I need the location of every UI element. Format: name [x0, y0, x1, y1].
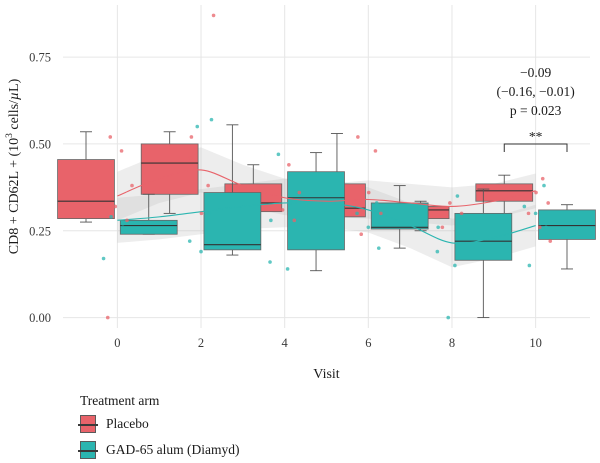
legend-title: Treatment arm	[80, 393, 160, 408]
significance-bracket	[503, 143, 568, 152]
point-placebo	[459, 211, 464, 216]
point-diamyd	[199, 249, 203, 254]
annotation-line: (−0.16, −0.01)	[497, 84, 575, 99]
point-diamyd	[446, 315, 451, 320]
trend-line-placebo	[117, 169, 536, 207]
legend: Treatment arm Placebo GAD-65 alum (Diamy…	[78, 393, 340, 461]
point-placebo	[297, 190, 302, 195]
y-tick-label: 0.50	[29, 137, 51, 151]
point-placebo	[356, 135, 360, 139]
point-placebo	[108, 135, 113, 139]
point-diamyd	[453, 263, 457, 268]
legend-item-diamyd: GAD-65 alum (Diamyd)	[78, 441, 340, 461]
point-diamyd	[436, 225, 440, 230]
box-series	[57, 124, 596, 319]
legend-label-placebo: Placebo	[106, 416, 149, 431]
point-diamyd	[374, 201, 379, 205]
point-diamyd	[195, 124, 200, 129]
point-placebo	[211, 13, 216, 18]
box-diamyd	[538, 209, 596, 240]
point-placebo	[373, 149, 378, 153]
point-placebo	[359, 232, 364, 237]
x-tick-label: 0	[114, 336, 120, 350]
point-diamyd	[435, 249, 440, 254]
point-diamyd	[207, 211, 212, 216]
point-diamyd	[121, 222, 125, 226]
point-diamyd	[209, 117, 214, 122]
point-placebo	[280, 208, 285, 212]
x-tick-label: 2	[198, 336, 204, 350]
box-diamyd	[287, 171, 345, 251]
x-axis-title: Visit	[313, 367, 339, 382]
legend-label-diamyd: GAD-65 alum (Diamyd)	[106, 442, 240, 457]
y-tick-label: 0.00	[29, 311, 51, 325]
point-diamyd	[276, 152, 281, 157]
trend-line-diamyd	[117, 201, 536, 244]
point-placebo	[292, 218, 297, 223]
point-placebo	[366, 190, 371, 195]
point-placebo	[188, 156, 193, 160]
legend-key-diamyd	[78, 441, 98, 459]
axes: 0.00 0.25 0.50 0.75 0 2 4 6 8 10	[29, 51, 542, 350]
point-diamyd	[366, 225, 371, 230]
point-placebo	[287, 162, 291, 167]
point-placebo	[105, 315, 110, 320]
point-placebo	[199, 211, 204, 216]
point-placebo	[534, 190, 538, 195]
point-diamyd	[269, 218, 273, 223]
annotation-line: p = 0.023	[510, 103, 562, 118]
y-tick-label: 0.25	[29, 224, 51, 238]
x-tick-label: 10	[529, 336, 542, 350]
annotation: −0.09 (−0.16, −0.01) p = 0.023 **	[497, 65, 575, 152]
point-placebo	[538, 225, 542, 230]
box-diamyd	[454, 212, 513, 261]
box-placebo	[475, 183, 534, 202]
point-placebo	[526, 211, 531, 216]
point-placebo	[379, 211, 383, 216]
point-placebo	[189, 135, 194, 139]
legend-key-placebo	[78, 415, 98, 433]
point-diamyd	[522, 204, 527, 209]
x-tick-label: 6	[365, 336, 371, 350]
point-diamyd	[455, 194, 460, 198]
point-diamyd	[533, 211, 538, 216]
point-placebo	[546, 201, 550, 205]
point-placebo	[540, 176, 545, 181]
trend-lines	[117, 169, 536, 244]
box-placebo	[57, 159, 115, 219]
point-placebo	[206, 183, 210, 188]
box-diamyd	[370, 202, 429, 230]
point-placebo	[130, 183, 134, 188]
box-diamyd	[119, 219, 178, 235]
point-placebo	[125, 218, 129, 223]
x-tick-label: 4	[282, 336, 289, 350]
annotation-line: −0.09	[520, 65, 551, 80]
point-placebo	[448, 201, 452, 205]
point-placebo	[548, 239, 553, 243]
point-diamyd	[355, 211, 359, 216]
significance-stars: **	[529, 129, 543, 144]
point-diamyd	[101, 256, 106, 261]
point-placebo	[113, 204, 118, 209]
box-plot-chart: 0.00 0.25 0.50 0.75 0 2 4 6 8 10 −0.09 (−0.16, −0.…	[5, 5, 596, 382]
box-diamyd	[203, 192, 262, 251]
point-diamyd	[544, 225, 548, 230]
point-diamyd	[376, 246, 381, 250]
point-placebo	[440, 225, 445, 230]
legend-item-placebo: Placebo	[78, 415, 340, 435]
box-placebo	[140, 143, 199, 195]
point-diamyd	[285, 267, 290, 271]
y-axis-title: CD8 + CD62L + (103 cells/µL)	[5, 78, 22, 254]
data-points	[101, 13, 553, 320]
point-placebo	[119, 149, 124, 153]
point-diamyd	[187, 239, 192, 243]
point-diamyd	[109, 215, 113, 219]
x-tick-label: 8	[449, 336, 455, 350]
point-diamyd	[542, 183, 546, 188]
point-diamyd	[268, 260, 272, 264]
y-tick-label: 0.75	[29, 51, 51, 65]
point-diamyd	[288, 201, 292, 205]
point-diamyd	[527, 263, 532, 268]
